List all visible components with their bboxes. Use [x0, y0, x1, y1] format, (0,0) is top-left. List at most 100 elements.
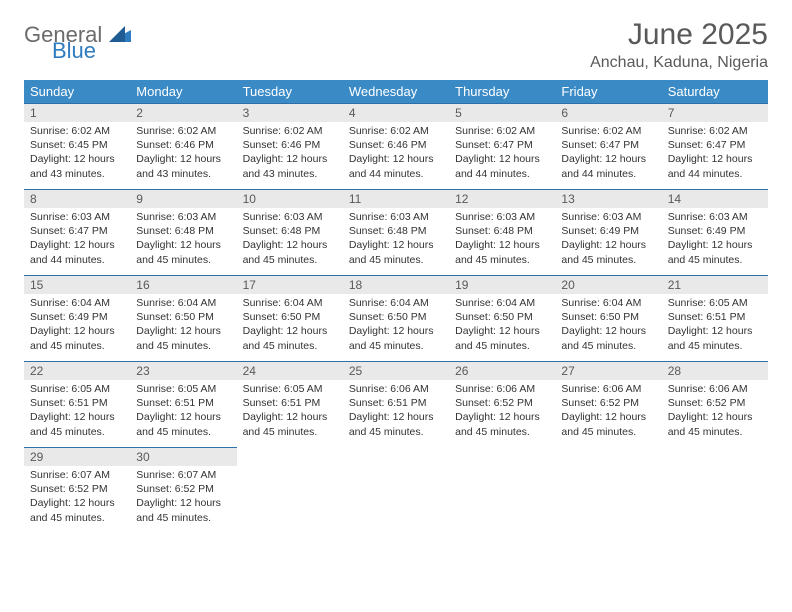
calendar-cell: 12Sunrise: 6:03 AMSunset: 6:48 PMDayligh…	[449, 189, 555, 275]
calendar-table: SundayMondayTuesdayWednesdayThursdayFrid…	[24, 80, 768, 533]
day-number: 1	[24, 103, 130, 122]
day-number: 16	[130, 275, 236, 294]
calendar-cell: 7Sunrise: 6:02 AMSunset: 6:47 PMDaylight…	[662, 103, 768, 189]
day-body: Sunrise: 6:03 AMSunset: 6:48 PMDaylight:…	[449, 208, 555, 271]
calendar-cell: ..	[237, 447, 343, 533]
calendar-cell: 6Sunrise: 6:02 AMSunset: 6:47 PMDaylight…	[555, 103, 661, 189]
day-body: Sunrise: 6:04 AMSunset: 6:50 PMDaylight:…	[555, 294, 661, 357]
calendar-row: 1Sunrise: 6:02 AMSunset: 6:45 PMDaylight…	[24, 103, 768, 189]
day-number: 2	[130, 103, 236, 122]
day-number: 12	[449, 189, 555, 208]
weekday-header: Saturday	[662, 80, 768, 103]
weekday-header: Thursday	[449, 80, 555, 103]
day-number: 10	[237, 189, 343, 208]
day-body: Sunrise: 6:03 AMSunset: 6:49 PMDaylight:…	[662, 208, 768, 271]
day-number: 5	[449, 103, 555, 122]
calendar-cell: 30Sunrise: 6:07 AMSunset: 6:52 PMDayligh…	[130, 447, 236, 533]
day-body: Sunrise: 6:04 AMSunset: 6:50 PMDaylight:…	[449, 294, 555, 357]
day-number: 3	[237, 103, 343, 122]
weekday-header: Tuesday	[237, 80, 343, 103]
day-number: 26	[449, 361, 555, 380]
day-body: Sunrise: 6:04 AMSunset: 6:50 PMDaylight:…	[237, 294, 343, 357]
day-body: Sunrise: 6:03 AMSunset: 6:48 PMDaylight:…	[343, 208, 449, 271]
weekday-row: SundayMondayTuesdayWednesdayThursdayFrid…	[24, 80, 768, 103]
calendar-cell: ..	[449, 447, 555, 533]
calendar-cell: ..	[343, 447, 449, 533]
day-body: Sunrise: 6:06 AMSunset: 6:52 PMDaylight:…	[449, 380, 555, 443]
title-block: June 2025 Anchau, Kaduna, Nigeria	[590, 18, 768, 72]
calendar-row: 22Sunrise: 6:05 AMSunset: 6:51 PMDayligh…	[24, 361, 768, 447]
day-body: Sunrise: 6:02 AMSunset: 6:46 PMDaylight:…	[237, 122, 343, 185]
day-body: Sunrise: 6:05 AMSunset: 6:51 PMDaylight:…	[24, 380, 130, 443]
day-body: Sunrise: 6:04 AMSunset: 6:49 PMDaylight:…	[24, 294, 130, 357]
day-number: 11	[343, 189, 449, 208]
calendar-cell: 21Sunrise: 6:05 AMSunset: 6:51 PMDayligh…	[662, 275, 768, 361]
day-body: Sunrise: 6:05 AMSunset: 6:51 PMDaylight:…	[662, 294, 768, 357]
day-number: 25	[343, 361, 449, 380]
weekday-header: Wednesday	[343, 80, 449, 103]
day-number: 29	[24, 447, 130, 466]
calendar-cell: 13Sunrise: 6:03 AMSunset: 6:49 PMDayligh…	[555, 189, 661, 275]
day-number: 24	[237, 361, 343, 380]
day-body: Sunrise: 6:06 AMSunset: 6:52 PMDaylight:…	[555, 380, 661, 443]
day-body: Sunrise: 6:02 AMSunset: 6:46 PMDaylight:…	[343, 122, 449, 185]
calendar-cell: 28Sunrise: 6:06 AMSunset: 6:52 PMDayligh…	[662, 361, 768, 447]
day-number: 13	[555, 189, 661, 208]
month-title: June 2025	[590, 18, 768, 52]
calendar-row: 8Sunrise: 6:03 AMSunset: 6:47 PMDaylight…	[24, 189, 768, 275]
day-body: Sunrise: 6:02 AMSunset: 6:46 PMDaylight:…	[130, 122, 236, 185]
day-body: Sunrise: 6:03 AMSunset: 6:48 PMDaylight:…	[237, 208, 343, 271]
calendar-cell: 14Sunrise: 6:03 AMSunset: 6:49 PMDayligh…	[662, 189, 768, 275]
calendar-cell: 24Sunrise: 6:05 AMSunset: 6:51 PMDayligh…	[237, 361, 343, 447]
calendar-cell: 10Sunrise: 6:03 AMSunset: 6:48 PMDayligh…	[237, 189, 343, 275]
day-body: Sunrise: 6:03 AMSunset: 6:48 PMDaylight:…	[130, 208, 236, 271]
day-number: 28	[662, 361, 768, 380]
day-number: 22	[24, 361, 130, 380]
day-body: Sunrise: 6:05 AMSunset: 6:51 PMDaylight:…	[237, 380, 343, 443]
day-number: 27	[555, 361, 661, 380]
calendar-cell: 20Sunrise: 6:04 AMSunset: 6:50 PMDayligh…	[555, 275, 661, 361]
day-body: Sunrise: 6:05 AMSunset: 6:51 PMDaylight:…	[130, 380, 236, 443]
day-number: 14	[662, 189, 768, 208]
day-number: 4	[343, 103, 449, 122]
calendar-cell: 19Sunrise: 6:04 AMSunset: 6:50 PMDayligh…	[449, 275, 555, 361]
calendar-cell: 16Sunrise: 6:04 AMSunset: 6:50 PMDayligh…	[130, 275, 236, 361]
calendar-cell: 27Sunrise: 6:06 AMSunset: 6:52 PMDayligh…	[555, 361, 661, 447]
calendar-cell: 26Sunrise: 6:06 AMSunset: 6:52 PMDayligh…	[449, 361, 555, 447]
logo-text-blue: Blue	[52, 40, 131, 62]
calendar-cell: 15Sunrise: 6:04 AMSunset: 6:49 PMDayligh…	[24, 275, 130, 361]
calendar-cell: 2Sunrise: 6:02 AMSunset: 6:46 PMDaylight…	[130, 103, 236, 189]
location: Anchau, Kaduna, Nigeria	[590, 54, 768, 72]
day-body: Sunrise: 6:06 AMSunset: 6:51 PMDaylight:…	[343, 380, 449, 443]
day-number: 18	[343, 275, 449, 294]
day-number: 8	[24, 189, 130, 208]
day-body: Sunrise: 6:02 AMSunset: 6:47 PMDaylight:…	[449, 122, 555, 185]
weekday-header: Sunday	[24, 80, 130, 103]
day-number: 23	[130, 361, 236, 380]
day-body: Sunrise: 6:06 AMSunset: 6:52 PMDaylight:…	[662, 380, 768, 443]
day-body: Sunrise: 6:03 AMSunset: 6:47 PMDaylight:…	[24, 208, 130, 271]
weekday-header: Friday	[555, 80, 661, 103]
calendar-cell: 11Sunrise: 6:03 AMSunset: 6:48 PMDayligh…	[343, 189, 449, 275]
header: General Blue June 2025 Anchau, Kaduna, N…	[24, 18, 768, 72]
calendar-cell: 1Sunrise: 6:02 AMSunset: 6:45 PMDaylight…	[24, 103, 130, 189]
day-number: 6	[555, 103, 661, 122]
calendar-cell: 22Sunrise: 6:05 AMSunset: 6:51 PMDayligh…	[24, 361, 130, 447]
calendar-cell: ..	[662, 447, 768, 533]
day-number: 19	[449, 275, 555, 294]
day-body: Sunrise: 6:04 AMSunset: 6:50 PMDaylight:…	[130, 294, 236, 357]
calendar-cell: ..	[555, 447, 661, 533]
day-body: Sunrise: 6:03 AMSunset: 6:49 PMDaylight:…	[555, 208, 661, 271]
calendar-cell: 5Sunrise: 6:02 AMSunset: 6:47 PMDaylight…	[449, 103, 555, 189]
calendar-cell: 8Sunrise: 6:03 AMSunset: 6:47 PMDaylight…	[24, 189, 130, 275]
calendar-cell: 25Sunrise: 6:06 AMSunset: 6:51 PMDayligh…	[343, 361, 449, 447]
calendar-cell: 23Sunrise: 6:05 AMSunset: 6:51 PMDayligh…	[130, 361, 236, 447]
calendar-cell: 3Sunrise: 6:02 AMSunset: 6:46 PMDaylight…	[237, 103, 343, 189]
day-body: Sunrise: 6:02 AMSunset: 6:47 PMDaylight:…	[555, 122, 661, 185]
day-body: Sunrise: 6:04 AMSunset: 6:50 PMDaylight:…	[343, 294, 449, 357]
day-body: Sunrise: 6:07 AMSunset: 6:52 PMDaylight:…	[24, 466, 130, 529]
weekday-header: Monday	[130, 80, 236, 103]
calendar-row: 29Sunrise: 6:07 AMSunset: 6:52 PMDayligh…	[24, 447, 768, 533]
calendar-cell: 17Sunrise: 6:04 AMSunset: 6:50 PMDayligh…	[237, 275, 343, 361]
calendar-cell: 4Sunrise: 6:02 AMSunset: 6:46 PMDaylight…	[343, 103, 449, 189]
